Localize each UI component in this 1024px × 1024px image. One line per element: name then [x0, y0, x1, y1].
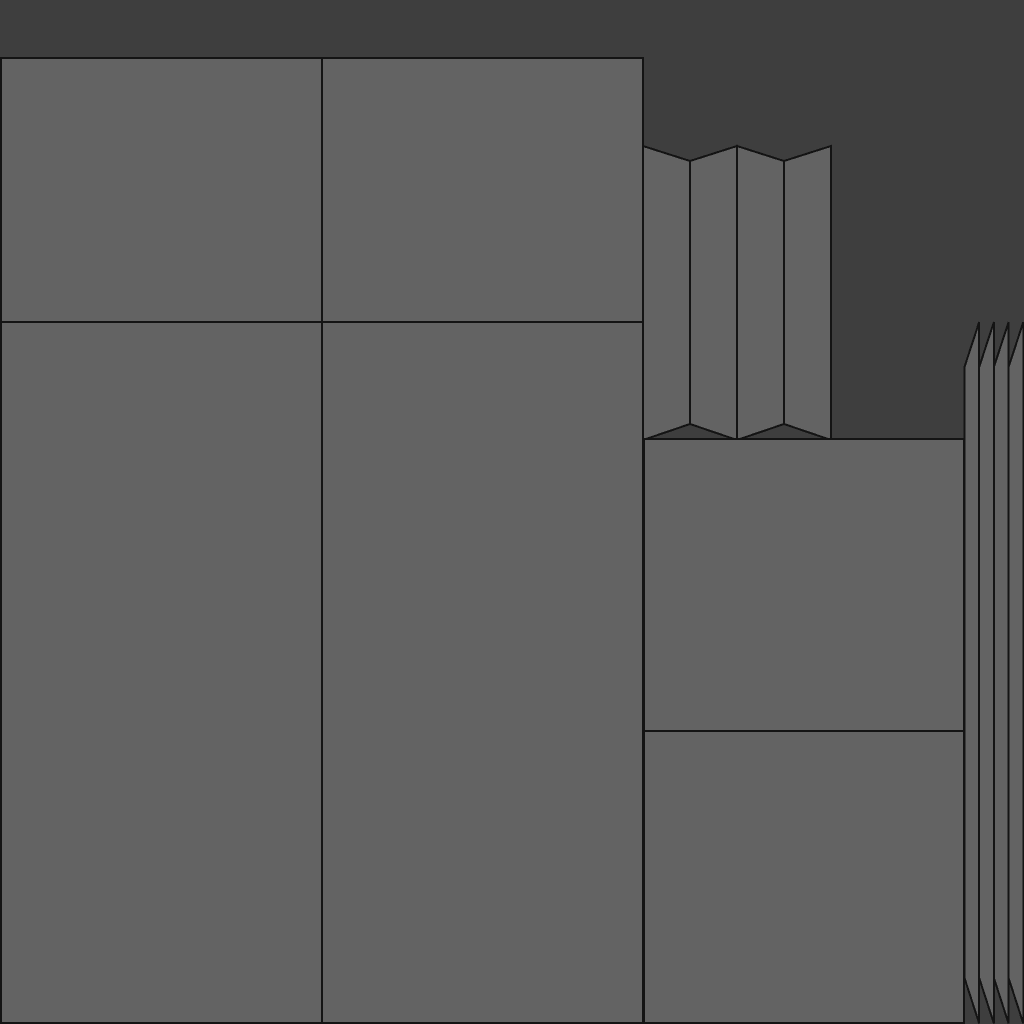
blade-3[interactable] [992, 321, 1010, 1024]
wall-panel-top-left[interactable] [0, 57, 323, 323]
blade-2[interactable] [978, 321, 995, 1024]
accordion-fold-2[interactable] [689, 144, 738, 442]
accordion-fold-1[interactable] [642, 144, 691, 442]
blade-4[interactable] [1007, 321, 1024, 1024]
panel-bottom-right[interactable] [643, 730, 965, 1024]
wall-panel-top-right[interactable] [321, 57, 644, 323]
accordion-fold-3[interactable] [736, 144, 785, 442]
wall-panel-bottom-left[interactable] [0, 321, 323, 1024]
blade-1[interactable] [963, 321, 981, 1024]
wall-panel-bottom-right[interactable] [321, 321, 644, 1024]
panel-middle-right[interactable] [643, 438, 965, 732]
accordion-fold-4[interactable] [783, 144, 832, 442]
